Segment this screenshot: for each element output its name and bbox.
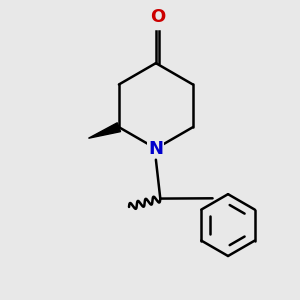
Text: N: N: [148, 140, 164, 158]
Polygon shape: [88, 123, 121, 138]
Text: O: O: [150, 8, 165, 26]
